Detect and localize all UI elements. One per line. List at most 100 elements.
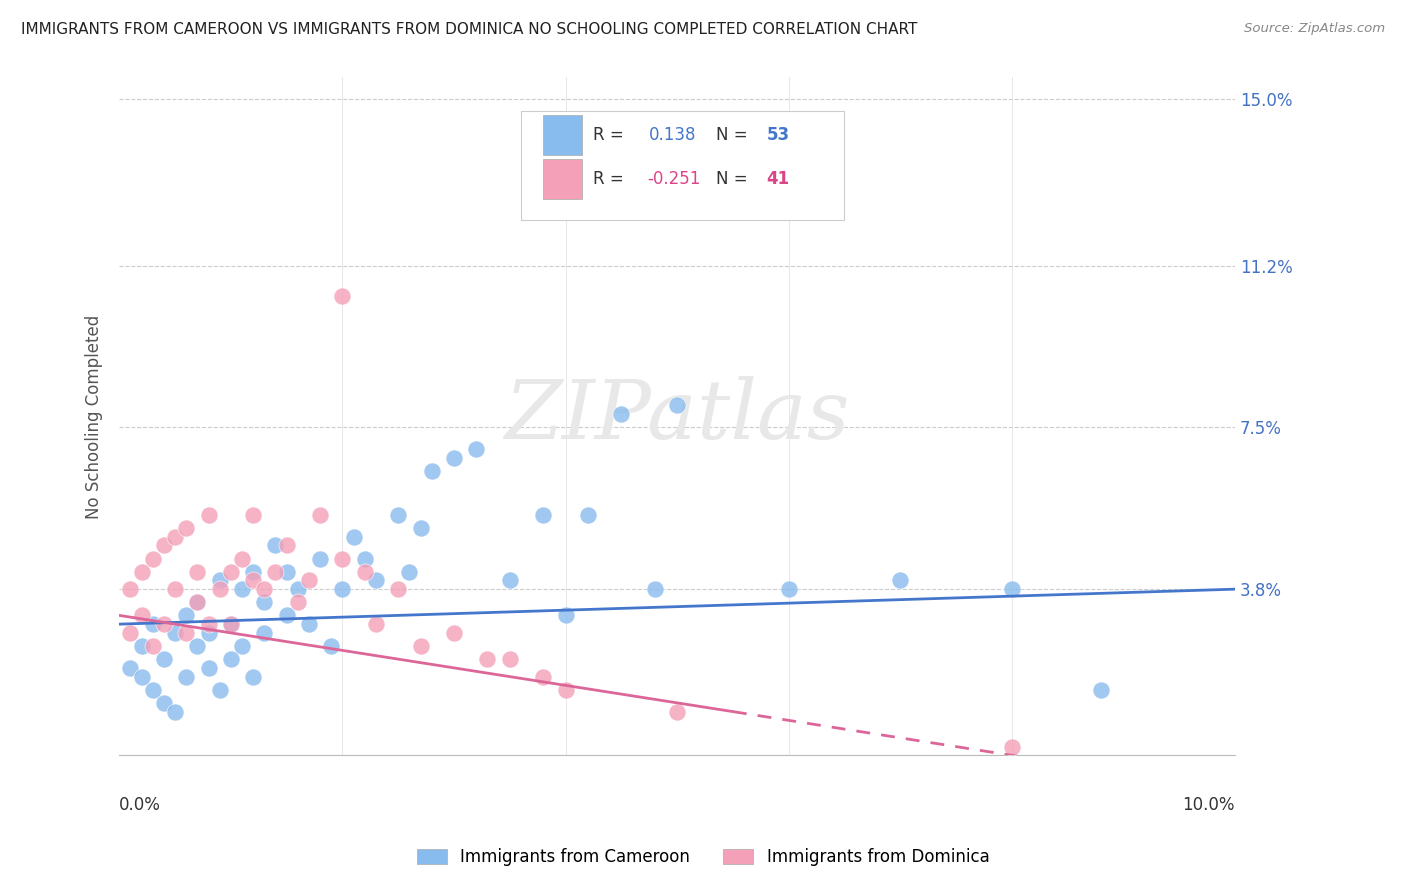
Text: ZIPatlas: ZIPatlas [505,376,849,457]
Point [120,582,142,596]
Point [219,565,242,579]
Point [165,626,187,640]
Point [219,617,242,632]
Point [174,608,197,623]
Text: IMMIGRANTS FROM CAMEROON VS IMMIGRANTS FROM DOMINICA NO SCHOOLING COMPLETED CORR: IMMIGRANTS FROM CAMEROON VS IMMIGRANTS F… [21,22,918,37]
Point [142,682,165,697]
Point [364,574,387,588]
Point [353,551,375,566]
Point [531,508,554,522]
Text: 0.138: 0.138 [650,126,697,145]
Point [165,705,187,719]
Point [208,682,231,697]
Point [153,696,176,710]
Point [142,617,165,632]
Point [309,508,332,522]
Point [1001,582,1024,596]
Point [298,574,321,588]
Text: R =: R = [593,126,624,145]
Point [287,595,309,609]
Text: 41: 41 [766,170,790,188]
Point [242,574,264,588]
Point [208,582,231,596]
Point [165,530,187,544]
Point [276,608,298,623]
Point [420,464,443,478]
Point [197,626,219,640]
Point [253,626,276,640]
Point [364,617,387,632]
Point [287,582,309,596]
Point [231,582,253,596]
Point [219,652,242,666]
FancyBboxPatch shape [543,159,582,200]
Point [554,682,576,697]
Point [276,565,298,579]
Point [499,574,522,588]
Text: 0.0%: 0.0% [120,796,162,814]
Point [443,626,465,640]
Point [174,670,197,684]
Point [332,582,354,596]
Point [353,565,375,579]
Point [253,582,276,596]
Point [666,399,689,413]
Point [142,639,165,653]
Point [186,639,208,653]
Point [576,508,599,522]
Text: Source: ZipAtlas.com: Source: ZipAtlas.com [1244,22,1385,36]
Point [153,652,176,666]
FancyBboxPatch shape [543,115,582,155]
Point [142,551,165,566]
Point [165,582,187,596]
Point [242,508,264,522]
Point [186,595,208,609]
Point [342,530,364,544]
Point [644,582,666,596]
Point [477,652,499,666]
Point [666,705,689,719]
Point [387,582,409,596]
Point [264,538,287,552]
Point [1090,682,1112,697]
Point [332,551,354,566]
Text: 53: 53 [766,126,790,145]
Point [231,639,253,653]
Point [387,508,409,522]
Point [499,652,522,666]
Point [242,670,264,684]
Point [174,521,197,535]
Y-axis label: No Schooling Completed: No Schooling Completed [86,314,103,518]
Point [208,574,231,588]
Point [309,551,332,566]
Point [197,617,219,632]
Point [120,626,142,640]
Point [153,617,176,632]
Point [153,538,176,552]
Point [131,608,153,623]
Point [409,639,432,653]
Point [197,508,219,522]
Point [120,661,142,675]
Point [131,639,153,653]
Text: -0.251: -0.251 [647,170,700,188]
Point [321,639,343,653]
Point [197,661,219,675]
Text: 10.0%: 10.0% [1182,796,1234,814]
Point [219,617,242,632]
Point [298,617,321,632]
Point [1001,739,1024,754]
Text: N =: N = [716,126,748,145]
Point [332,289,354,303]
Point [443,450,465,465]
Point [131,565,153,579]
Point [889,574,911,588]
Point [131,670,153,684]
FancyBboxPatch shape [522,112,845,219]
Point [253,595,276,609]
Text: N =: N = [716,170,748,188]
Point [554,608,576,623]
Point [409,521,432,535]
Point [242,565,264,579]
Point [186,565,208,579]
